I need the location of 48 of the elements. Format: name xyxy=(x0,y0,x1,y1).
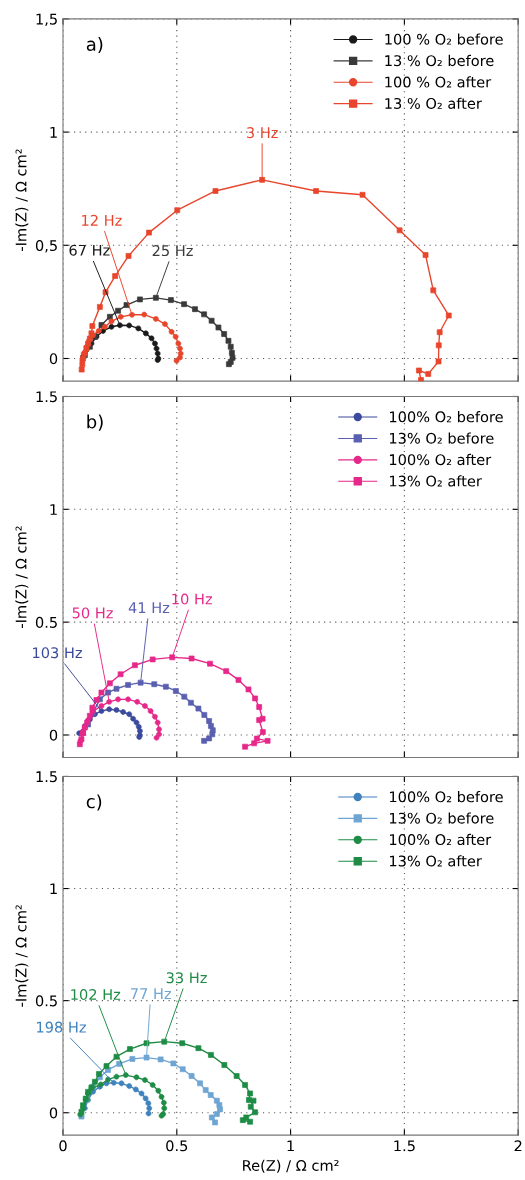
legend-label: 13% O₂ after xyxy=(389,855,482,867)
legend-label: 13% O₂ before xyxy=(389,812,494,824)
y-axis-title: -Im(Z) / Ω cm² xyxy=(15,149,29,251)
y-tick-label: 0,5 xyxy=(35,240,57,253)
y-axis-title: -Im(Z) / Ω cm² xyxy=(15,905,29,1007)
x-tick-label: 2 xyxy=(514,1140,522,1152)
annotation: 41 Hz xyxy=(128,602,170,613)
legend-label: 100% O₂ before xyxy=(389,411,503,423)
annotation: 33 Hz xyxy=(166,972,207,984)
annotation: 25 Hz xyxy=(152,245,193,257)
legend-label: 100% O₂ after xyxy=(389,453,492,466)
legend-label: 100% O₂ before xyxy=(389,791,503,803)
legend-label: 100% O₂ after xyxy=(389,833,492,846)
annotation: 50 Hz xyxy=(72,607,113,619)
x-tick-label: 1.5 xyxy=(394,1140,415,1152)
y-tick-label: 1.5 xyxy=(36,771,57,783)
annotation: 198 Hz xyxy=(37,1021,86,1033)
x-tick-label: 0 xyxy=(59,1140,67,1152)
annotation: 67 Hz xyxy=(69,244,110,256)
annotation: 103 Hz xyxy=(33,647,82,659)
text: a) xyxy=(86,37,103,54)
y-tick-label: 1 xyxy=(50,883,57,895)
annotation: 12 Hz xyxy=(82,214,122,226)
y-tick-label: 0 xyxy=(49,729,58,741)
legend-label: 13% O₂ before xyxy=(389,432,494,444)
x-tick-label: 1 xyxy=(287,1140,294,1152)
annotation: 102 Hz xyxy=(71,989,121,1001)
text: c) xyxy=(86,794,102,811)
legend-label: 13 % O₂ after xyxy=(385,97,482,109)
x-axis-title: Re(Z) / Ω cm² xyxy=(243,1159,339,1173)
y-axis-title: -Im(Z) / Ω cm² xyxy=(15,526,29,628)
y-tick-label: 0 xyxy=(49,1107,58,1119)
y-tick-label: 1 xyxy=(50,504,57,515)
legend-label: 100 % O₂ before xyxy=(385,33,503,45)
legend-label: 13% O₂ after xyxy=(389,475,482,487)
y-tick-label: 0.5 xyxy=(35,616,57,628)
legend-label: 100 % O₂ after xyxy=(385,76,492,88)
y-tick-label: 1,5 xyxy=(36,13,57,27)
y-tick-label: 1 xyxy=(50,126,57,138)
annotation: 3 Hz xyxy=(246,127,278,139)
x-tick-label: 0.5 xyxy=(166,1140,188,1152)
y-tick-label: 0 xyxy=(49,353,58,365)
annotation: 77 Hz xyxy=(130,988,171,999)
legend-label: 13 % O₂ before xyxy=(385,54,494,67)
annotation: 10 Hz xyxy=(172,593,212,605)
y-tick-label: 0.5 xyxy=(35,995,57,1007)
y-tick-label: 1.5 xyxy=(36,391,57,403)
text: b) xyxy=(87,414,103,431)
